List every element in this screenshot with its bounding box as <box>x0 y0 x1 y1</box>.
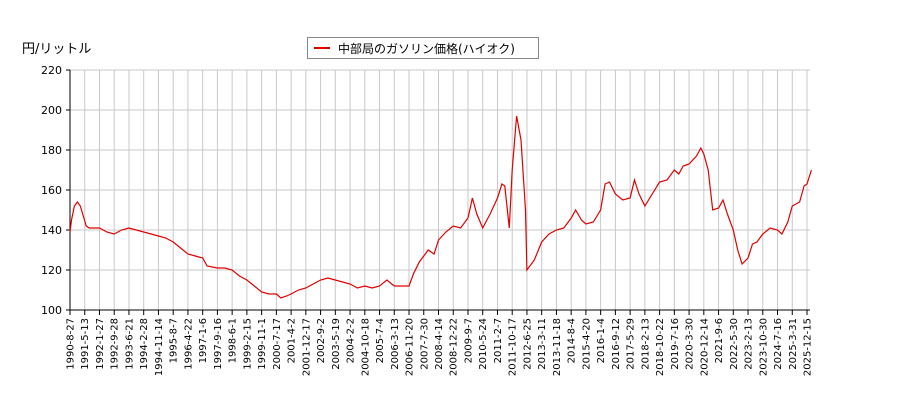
x-tick-label: 2014-8-4 <box>567 318 578 363</box>
x-tick-label: 2004-10-18 <box>360 318 371 376</box>
x-tick-label: 1994-2-28 <box>139 318 150 370</box>
y-tick-label: 160 <box>41 184 62 197</box>
x-tick-label: 1997-1-6 <box>198 318 209 363</box>
x-tick-label: 2022-5-30 <box>729 318 740 370</box>
grid-lines <box>69 69 810 311</box>
y-axis-label: 円/リットル <box>22 42 92 57</box>
x-tick-label: 1997-9-16 <box>213 318 224 370</box>
x-axis-ticks: 1990-8-27 1991-5-13 1992-1-27 1992-9-28 1993… <box>66 310 814 376</box>
x-tick-label: 2019-7-16 <box>670 318 681 370</box>
x-tick-label: 2013-3-11 <box>537 318 548 370</box>
x-tick-label: 1998-6-1 <box>228 318 239 363</box>
x-tick-label: 2017-5-29 <box>626 318 637 370</box>
y-tick-label: 200 <box>41 104 62 117</box>
x-tick-label: 1999-2-15 <box>242 318 253 370</box>
x-tick-label: 2011-10-17 <box>508 318 519 376</box>
x-tick-label: 2025-12-15 <box>803 318 814 376</box>
x-tick-label: 2012-6-25 <box>522 318 533 370</box>
x-tick-label: 2008-12-22 <box>449 318 460 376</box>
x-tick-label: 2003-5-19 <box>331 318 342 370</box>
x-tick-label: 2016-1-4 <box>596 318 607 363</box>
legend: 中部局のガソリン価格(ハイオク) <box>307 37 539 59</box>
y-tick-label: 180 <box>41 144 62 157</box>
x-tick-label: 1993-6-21 <box>124 318 135 370</box>
x-tick-label: 2023-10-30 <box>758 318 769 376</box>
y-tick-label: 120 <box>41 264 62 277</box>
x-tick-label: 2001-4-2 <box>287 318 298 363</box>
x-tick-label: 2010-5-24 <box>478 318 489 370</box>
x-tick-label: 2024-7-16 <box>773 318 784 370</box>
x-tick-label: 1992-1-27 <box>95 318 106 370</box>
x-tick-label: 2005-7-4 <box>375 318 386 363</box>
x-tick-label: 2020-12-14 <box>699 318 710 376</box>
x-tick-label: 2008-4-14 <box>434 318 445 370</box>
x-tick-label: 2018-10-22 <box>655 318 666 376</box>
x-tick-label: 2001-12-17 <box>301 318 312 376</box>
x-tick-label: 2013-11-18 <box>552 318 563 376</box>
x-tick-label: 1990-8-27 <box>66 318 77 370</box>
x-tick-label: 1992-9-28 <box>110 318 121 370</box>
y-tick-label: 140 <box>41 224 62 237</box>
x-tick-label: 2016-9-12 <box>611 318 622 370</box>
x-tick-label: 2023-2-13 <box>744 318 755 370</box>
x-tick-label: 2007-7-30 <box>419 318 430 370</box>
x-tick-label: 1995-8-7 <box>169 318 180 363</box>
x-tick-label: 2006-3-13 <box>390 318 401 370</box>
x-tick-label: 2000-7-17 <box>272 318 283 370</box>
x-tick-label: 2021-9-6 <box>714 318 725 363</box>
x-tick-label: 1991-5-13 <box>80 318 91 370</box>
x-tick-label: 2018-2-13 <box>640 318 651 370</box>
legend-label: 中部局のガソリン価格(ハイオク) <box>338 41 515 56</box>
x-tick-label: 2025-3-31 <box>788 318 799 370</box>
x-tick-label: 1994-11-14 <box>154 318 165 376</box>
x-tick-label: 2015-4-20 <box>581 318 592 370</box>
y-tick-label: 100 <box>41 304 62 317</box>
y-axis-ticks: 100 120 140 160 180 200 220 <box>41 64 70 317</box>
x-tick-label: 2020-3-30 <box>685 318 696 370</box>
x-tick-label: 2004-2-2 <box>346 318 357 363</box>
x-tick-label: 2002-9-2 <box>316 318 327 363</box>
x-tick-label: 1999-11-1 <box>257 318 268 370</box>
x-tick-label: 2006-11-20 <box>405 318 416 376</box>
x-tick-label: 2009-9-7 <box>463 318 474 363</box>
y-tick-label: 220 <box>41 64 62 77</box>
price-line <box>69 115 812 299</box>
x-tick-label: 1996-4-22 <box>183 318 194 370</box>
legend-line-swatch <box>314 47 330 49</box>
x-tick-label: 2011-2-7 <box>493 318 504 363</box>
